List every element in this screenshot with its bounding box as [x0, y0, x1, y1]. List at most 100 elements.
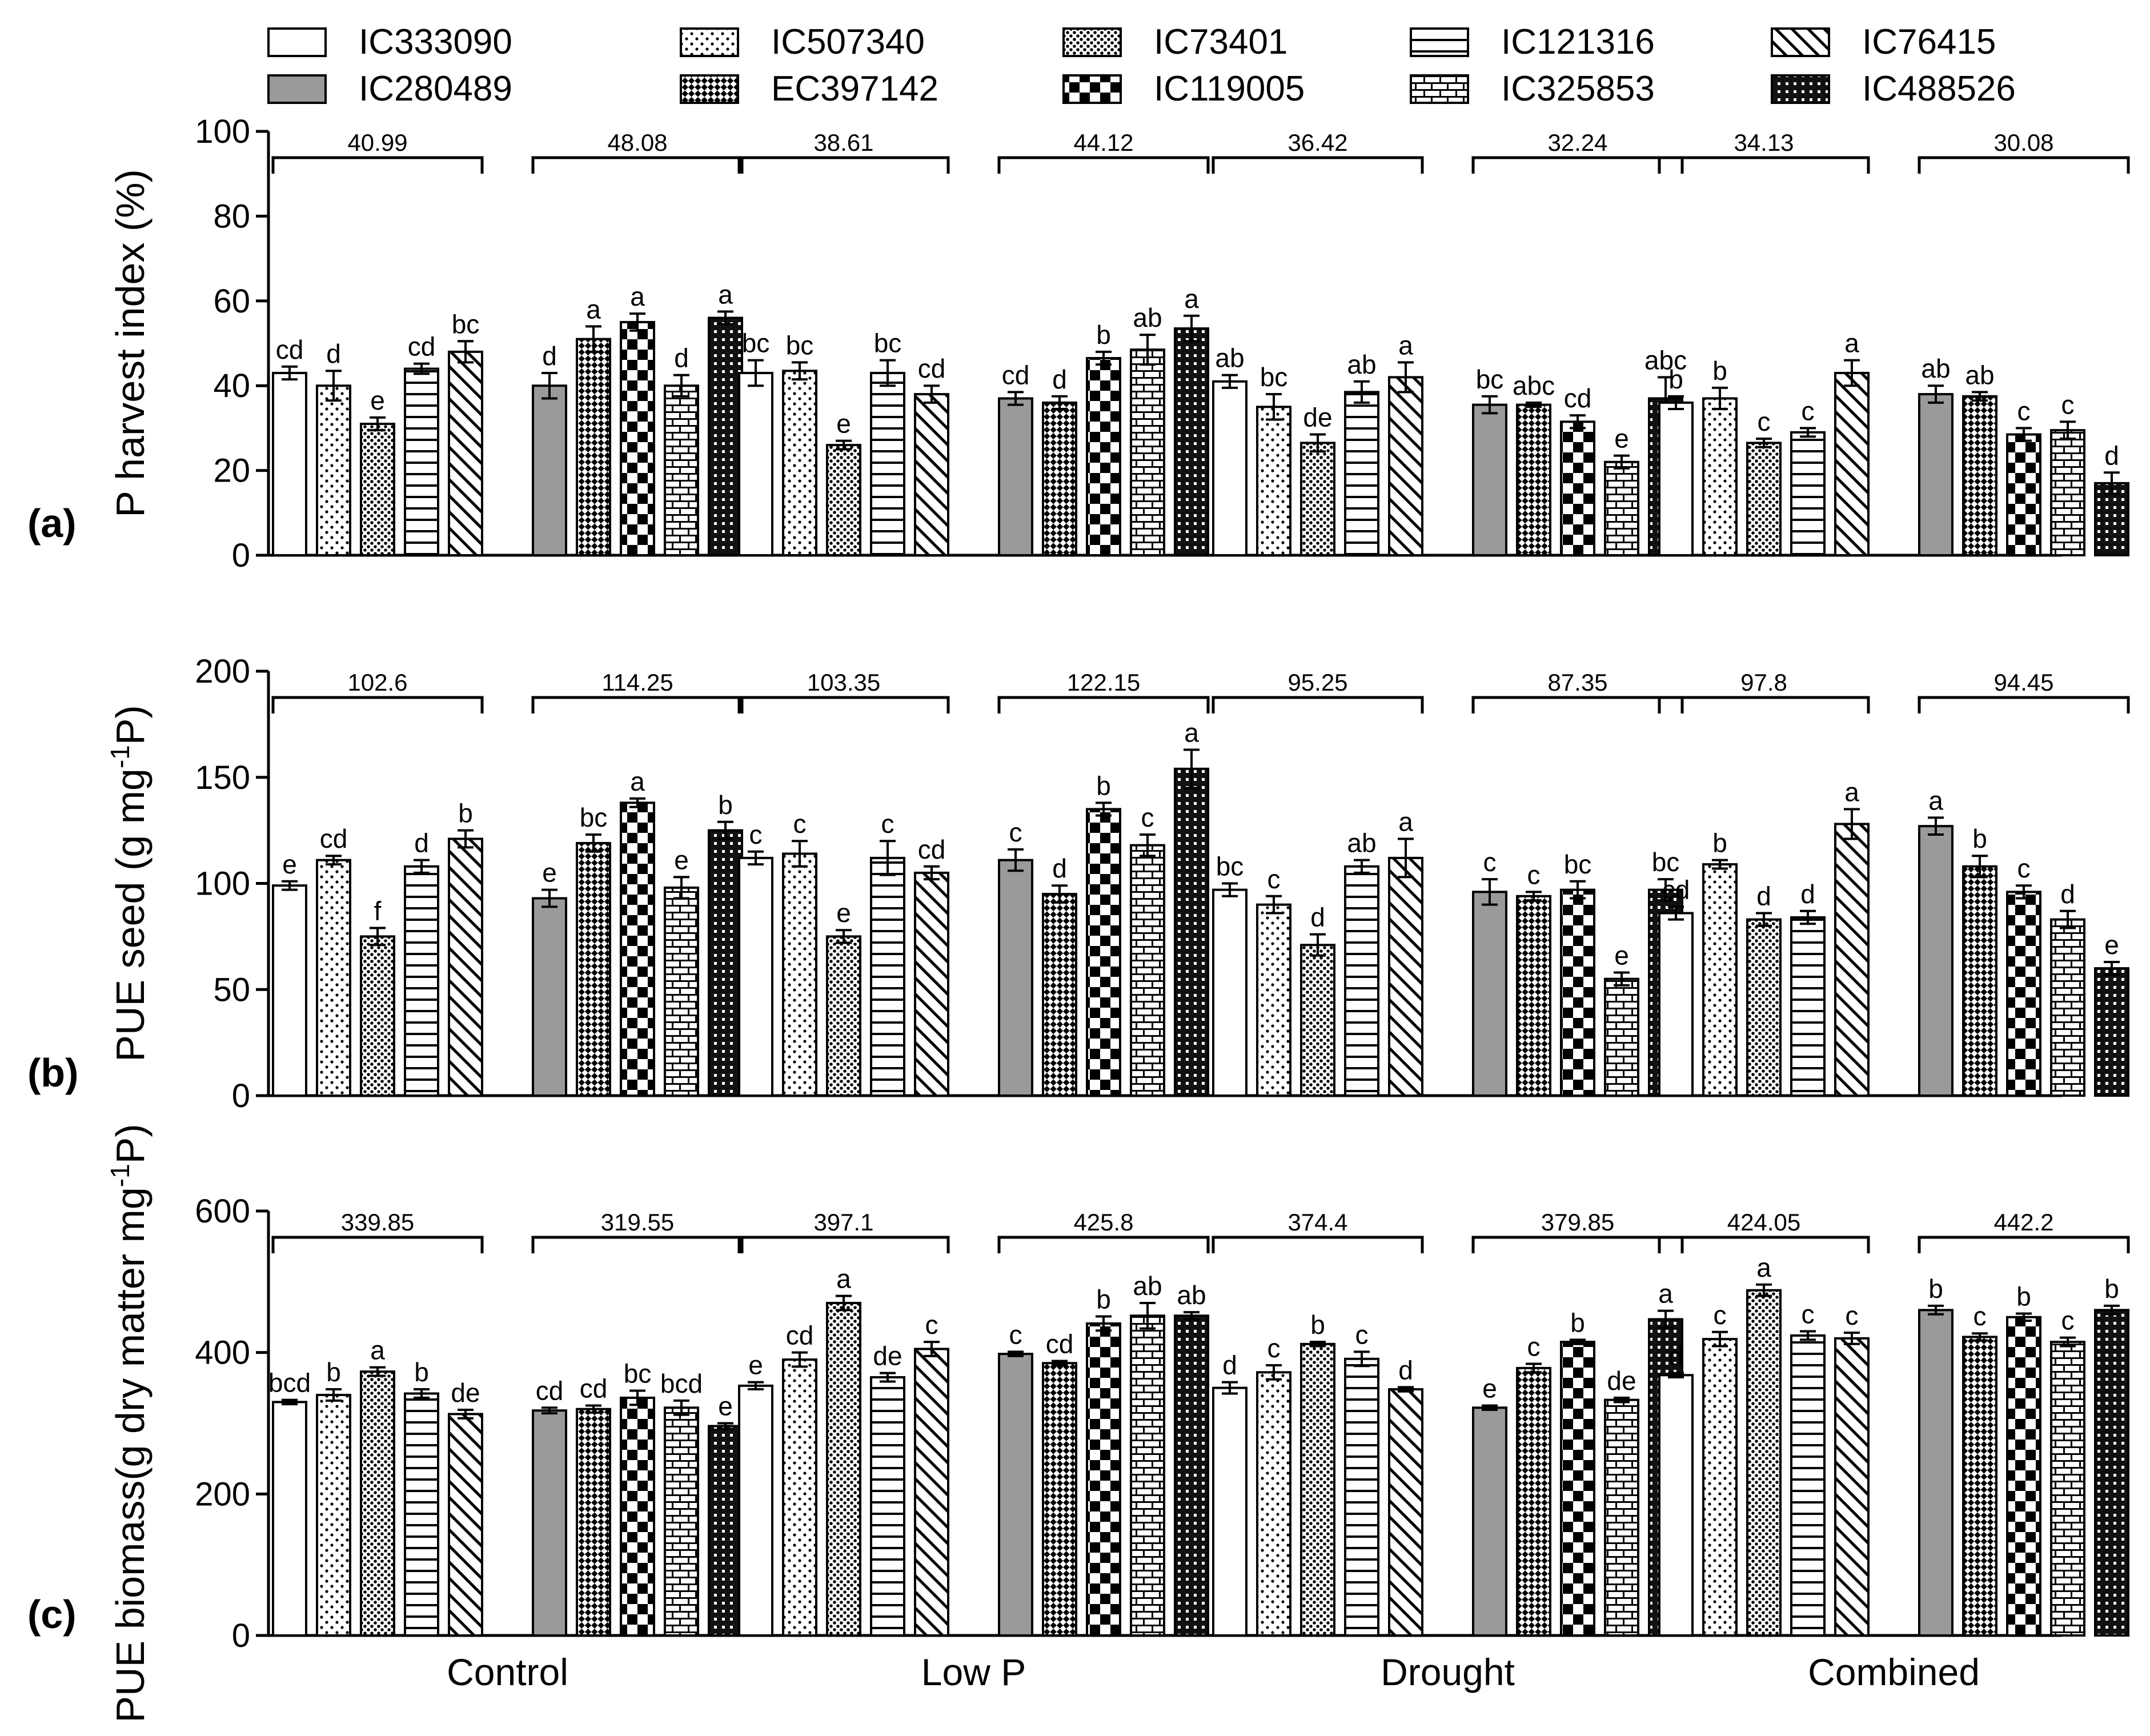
bar-control-ic76415	[448, 1413, 483, 1637]
legend-label: IC76415	[1862, 22, 1996, 62]
significance-letter: c	[749, 820, 763, 849]
group-bracket	[1212, 696, 1424, 713]
bar-low-p-ic119005	[1086, 1322, 1121, 1637]
bar-drought-ic119005	[1560, 888, 1595, 1097]
bar-low-p-ic507340	[782, 370, 817, 556]
bar-drought-ic507340	[1256, 1371, 1291, 1637]
significance-letter: d	[542, 341, 557, 371]
significance-letter: e	[2104, 930, 2119, 960]
significance-letter: e	[1482, 1374, 1497, 1404]
bar-control-ec397142	[576, 841, 611, 1097]
significance-letter: c	[1846, 1301, 1859, 1330]
significance-letter: cd	[1662, 875, 1690, 904]
significance-letter: b	[1712, 356, 1727, 386]
group-mean-label: 34.13	[1734, 129, 1794, 156]
bar-drought-ic121316	[1344, 865, 1379, 1097]
group-mean-label: 103.35	[807, 669, 880, 696]
bar-drought-ic76415	[1388, 856, 1423, 1097]
bar-low-p-ic507340	[782, 1358, 817, 1637]
significance-letter: bc	[624, 1359, 652, 1389]
significance-letter: d	[1800, 879, 1815, 909]
significance-letter: d	[674, 343, 689, 373]
y-axis-title-main: P harvest index (%)	[108, 169, 153, 518]
legend-label: IC333090	[359, 22, 512, 62]
bar-drought-ic333090	[1212, 380, 1248, 557]
bar-combined-ic325853	[2050, 429, 2085, 556]
legend-swatch	[1771, 27, 1830, 57]
group-mean-label: 102.6	[347, 669, 407, 696]
significance-letter: d	[2104, 440, 2119, 470]
bar-combined-ic73401	[1746, 918, 1782, 1097]
significance-letter: cd	[408, 332, 436, 362]
bar-low-p-ic333090	[738, 371, 773, 556]
group-bracket	[531, 696, 744, 713]
significance-letter: b	[1096, 771, 1111, 800]
bar-control-ic121316	[404, 865, 439, 1097]
bar-combined-ic73401	[1746, 1289, 1782, 1637]
bar-control-ic325853	[664, 886, 699, 1097]
significance-letter: c	[1355, 1320, 1369, 1349]
group-bracket	[271, 696, 484, 713]
bar-drought-ic73401	[1300, 442, 1335, 556]
bar-low-p-ic333090	[738, 1384, 773, 1637]
bar-control-ic333090	[272, 884, 307, 1097]
bar-drought-ic507340	[1256, 406, 1291, 556]
y-axis-title-superscript: -1	[105, 745, 135, 768]
significance-letter: a	[586, 294, 601, 324]
significance-letter: b	[326, 1357, 341, 1387]
group-mean-label: 379.85	[1541, 1209, 1614, 1236]
significance-letter: d	[2060, 879, 2075, 909]
bar-combined-ic76415	[1834, 1337, 1870, 1637]
legend: IC333090 IC507340 IC73401 IC121316 IC76415 IC…	[267, 22, 2016, 109]
significance-letter: ab	[1177, 1280, 1206, 1310]
bar-low-p-ic121316	[870, 1376, 905, 1637]
condition-label: Control	[447, 1651, 568, 1693]
significance-letter: e	[282, 849, 297, 879]
significance-letter: c	[1141, 803, 1154, 832]
bar-low-p-ic73401	[826, 1301, 861, 1637]
bar-low-p-ic325853	[1130, 1314, 1165, 1637]
y-axis-title-end: P)	[108, 705, 153, 745]
significance-letter: bcd	[268, 1368, 311, 1398]
significance-letter: b	[1096, 320, 1111, 350]
condition-label: Drought	[1381, 1651, 1515, 1693]
group-bracket	[1212, 1236, 1424, 1253]
significance-letter: bc	[786, 330, 814, 360]
bar-low-p-ic488526	[1174, 767, 1209, 1097]
significance-letter: b	[1310, 1310, 1325, 1340]
legend-label: EC397142	[771, 69, 938, 109]
group-mean-label: 38.61	[813, 129, 873, 156]
group-bracket	[271, 1236, 484, 1253]
group-bracket	[737, 156, 950, 174]
bar-low-p-ic121316	[870, 856, 905, 1097]
significance-letter: a	[836, 1264, 851, 1294]
significance-letter: a	[1844, 777, 1859, 807]
significance-letter: e	[1614, 424, 1629, 454]
bar-low-p-ec397142	[1042, 893, 1077, 1097]
significance-letter: a	[1398, 330, 1413, 360]
y-axis-title-end: P)	[108, 1124, 153, 1164]
significance-letter: e	[370, 386, 385, 415]
significance-letter: bc	[1216, 852, 1244, 881]
bar-low-p-ic280489	[998, 859, 1033, 1097]
significance-letter: a	[1928, 785, 1943, 815]
bar-combined-ic121316	[1790, 916, 1826, 1097]
y-tick-label: 100	[195, 865, 250, 903]
y-axis-title-main: PUE biomass(g dry matter mg	[108, 1187, 153, 1722]
legend-swatch	[1062, 74, 1122, 104]
y-tick-label: 80	[213, 198, 250, 235]
bar-control-ic121316	[404, 367, 439, 557]
significance-letter: cd	[1002, 360, 1030, 390]
significance-letter: ab	[1215, 343, 1244, 373]
significance-letter: e	[1614, 941, 1629, 971]
significance-letter: cd	[276, 335, 304, 364]
significance-letter: bc	[1476, 364, 1504, 394]
bar-combined-ic488526	[2094, 482, 2129, 556]
bar-control-ic507340	[316, 859, 351, 1097]
bar-drought-ec397142	[1516, 1366, 1551, 1637]
significance-letter: c	[1009, 817, 1022, 847]
bar-control-ic76415	[448, 350, 483, 557]
significance-letter: bcd	[660, 1369, 703, 1398]
